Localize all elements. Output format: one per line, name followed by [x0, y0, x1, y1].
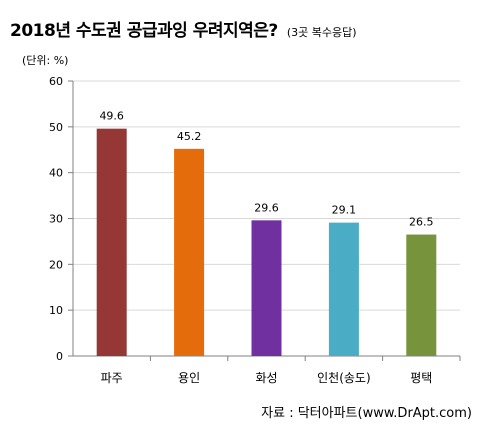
x-tick-label: 용인: [178, 371, 200, 385]
y-tick-label: 20: [49, 258, 63, 271]
bar: [174, 148, 205, 356]
y-tick-label: 0: [56, 350, 63, 363]
chart-title: 2018년 수도권 공급과잉 우려지역은?: [10, 21, 278, 41]
chart-title-row: 2018년 수도권 공급과잉 우려지역은? (3곳 복수응답): [10, 16, 357, 41]
x-tick-label: 화성: [255, 371, 277, 385]
x-tick-label: 평택: [410, 371, 432, 385]
y-tick-label: 60: [49, 75, 63, 88]
y-tick-label: 40: [49, 167, 63, 180]
source-note: 자료 : 닥터아파트(www.DrApt.com): [261, 406, 472, 421]
x-tick-label: 파주: [101, 371, 123, 385]
y-tick-label: 10: [49, 304, 63, 317]
bar: [406, 234, 437, 356]
data-label: 29.1: [332, 204, 357, 217]
bar: [328, 222, 359, 356]
data-label: 26.5: [409, 216, 434, 229]
bar: [96, 128, 127, 356]
data-label: 49.6: [99, 110, 124, 123]
y-tick-label: 30: [49, 213, 63, 226]
x-tick-label: 인천(송도): [317, 370, 371, 385]
unit-label: (단위: %): [22, 54, 69, 67]
chart-subtitle: (3곳 복수응답): [286, 26, 357, 39]
data-label: 45.2: [177, 130, 202, 143]
data-label: 29.6: [254, 201, 279, 214]
y-tick-label: 50: [49, 121, 63, 134]
bar: [251, 220, 282, 356]
